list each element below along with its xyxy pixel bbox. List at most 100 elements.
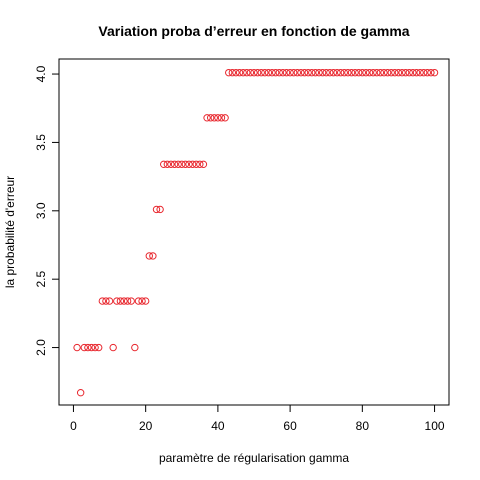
data-point bbox=[351, 68, 359, 77]
x-tick-label: 20 bbox=[139, 419, 153, 433]
data-point bbox=[138, 297, 146, 305]
x-tick-label: 0 bbox=[70, 419, 77, 433]
data-point bbox=[308, 68, 316, 77]
data-point bbox=[253, 68, 262, 77]
data-point bbox=[160, 160, 168, 169]
data-point bbox=[225, 68, 233, 77]
data-point bbox=[214, 114, 222, 122]
data-point bbox=[423, 68, 432, 77]
data-point bbox=[340, 68, 348, 77]
data-point bbox=[167, 160, 175, 169]
data-point bbox=[261, 68, 269, 77]
data-point bbox=[178, 160, 186, 169]
data-point bbox=[300, 68, 309, 77]
data-point bbox=[271, 68, 280, 77]
data-point bbox=[170, 160, 179, 169]
x-axis-label: paramètre de régularisation gamma bbox=[159, 451, 349, 465]
data-point bbox=[336, 68, 345, 77]
data-point bbox=[199, 160, 208, 169]
data-point bbox=[206, 114, 215, 122]
data-point bbox=[362, 68, 370, 77]
data-point bbox=[80, 343, 88, 352]
data-point bbox=[318, 68, 327, 77]
y-tick-label: 4.0 bbox=[34, 65, 48, 82]
data-point bbox=[105, 297, 114, 305]
x-tick-label: 80 bbox=[356, 419, 370, 433]
data-point bbox=[304, 68, 312, 77]
data-point bbox=[391, 68, 399, 77]
data-point bbox=[380, 68, 388, 77]
data-point bbox=[163, 160, 172, 169]
data-point bbox=[282, 68, 291, 77]
data-point bbox=[369, 68, 377, 77]
data-point bbox=[232, 68, 240, 77]
data-point bbox=[210, 114, 218, 122]
data-point bbox=[102, 297, 110, 305]
x-tick-label: 60 bbox=[283, 419, 297, 433]
data-point bbox=[409, 68, 417, 77]
data-point bbox=[87, 343, 96, 352]
x-axis: 0 20 40 60 80 100 bbox=[70, 404, 445, 433]
data-point bbox=[84, 343, 92, 352]
data-point bbox=[76, 388, 85, 397]
data-point bbox=[239, 68, 247, 77]
data-point bbox=[416, 68, 424, 77]
data-point bbox=[264, 68, 273, 77]
data-point bbox=[188, 160, 197, 169]
plot-frame bbox=[58, 58, 450, 406]
data-point bbox=[98, 297, 107, 305]
data-point bbox=[326, 68, 334, 77]
data-point bbox=[141, 297, 150, 305]
data-point bbox=[250, 68, 258, 77]
y-axis-label: la probabilité d'erreur bbox=[3, 176, 17, 288]
data-point bbox=[290, 68, 298, 77]
data-point bbox=[145, 252, 153, 260]
data-point bbox=[196, 160, 204, 169]
data-point bbox=[268, 68, 276, 77]
data-point bbox=[387, 68, 395, 77]
data-point bbox=[116, 297, 125, 305]
data-point bbox=[383, 68, 392, 77]
y-axis: 2.0 2.5 3.0 3.5 4.0 bbox=[34, 65, 60, 356]
data-point bbox=[228, 68, 237, 77]
data-point bbox=[95, 343, 103, 352]
data-point bbox=[149, 252, 157, 260]
data-point bbox=[192, 160, 200, 169]
data-point bbox=[246, 68, 255, 77]
data-point bbox=[427, 68, 435, 77]
y-tick-label: 3.5 bbox=[34, 134, 48, 151]
data-point bbox=[235, 68, 244, 77]
data-point bbox=[373, 68, 381, 77]
data-point bbox=[185, 160, 193, 169]
data-point bbox=[127, 297, 135, 305]
data-point bbox=[405, 68, 413, 77]
data-point bbox=[412, 68, 421, 77]
data-point bbox=[120, 297, 128, 305]
data-point bbox=[134, 297, 143, 305]
data-point bbox=[347, 68, 356, 77]
data-point bbox=[344, 68, 352, 77]
data-point bbox=[329, 68, 338, 77]
chart-title: Variation proba d’erreur en fonction de … bbox=[98, 23, 409, 39]
data-point bbox=[398, 68, 406, 77]
data-point bbox=[217, 114, 226, 122]
data-point bbox=[358, 68, 367, 77]
y-tick-label: 3.0 bbox=[34, 202, 48, 219]
data-point bbox=[401, 68, 410, 77]
data-point bbox=[181, 160, 190, 169]
data-point bbox=[430, 68, 439, 77]
data-point bbox=[152, 205, 161, 214]
x-tick-label: 100 bbox=[425, 419, 445, 433]
data-point bbox=[174, 160, 182, 169]
data-point bbox=[203, 114, 211, 122]
data-point bbox=[394, 68, 403, 77]
data-point bbox=[156, 205, 164, 214]
data-point bbox=[221, 114, 229, 122]
data-point bbox=[279, 68, 287, 77]
data-point bbox=[315, 68, 323, 77]
data-point bbox=[109, 343, 117, 352]
data-point bbox=[311, 68, 320, 77]
data-point bbox=[257, 68, 265, 77]
data-point bbox=[297, 68, 305, 77]
data-point bbox=[113, 297, 121, 305]
